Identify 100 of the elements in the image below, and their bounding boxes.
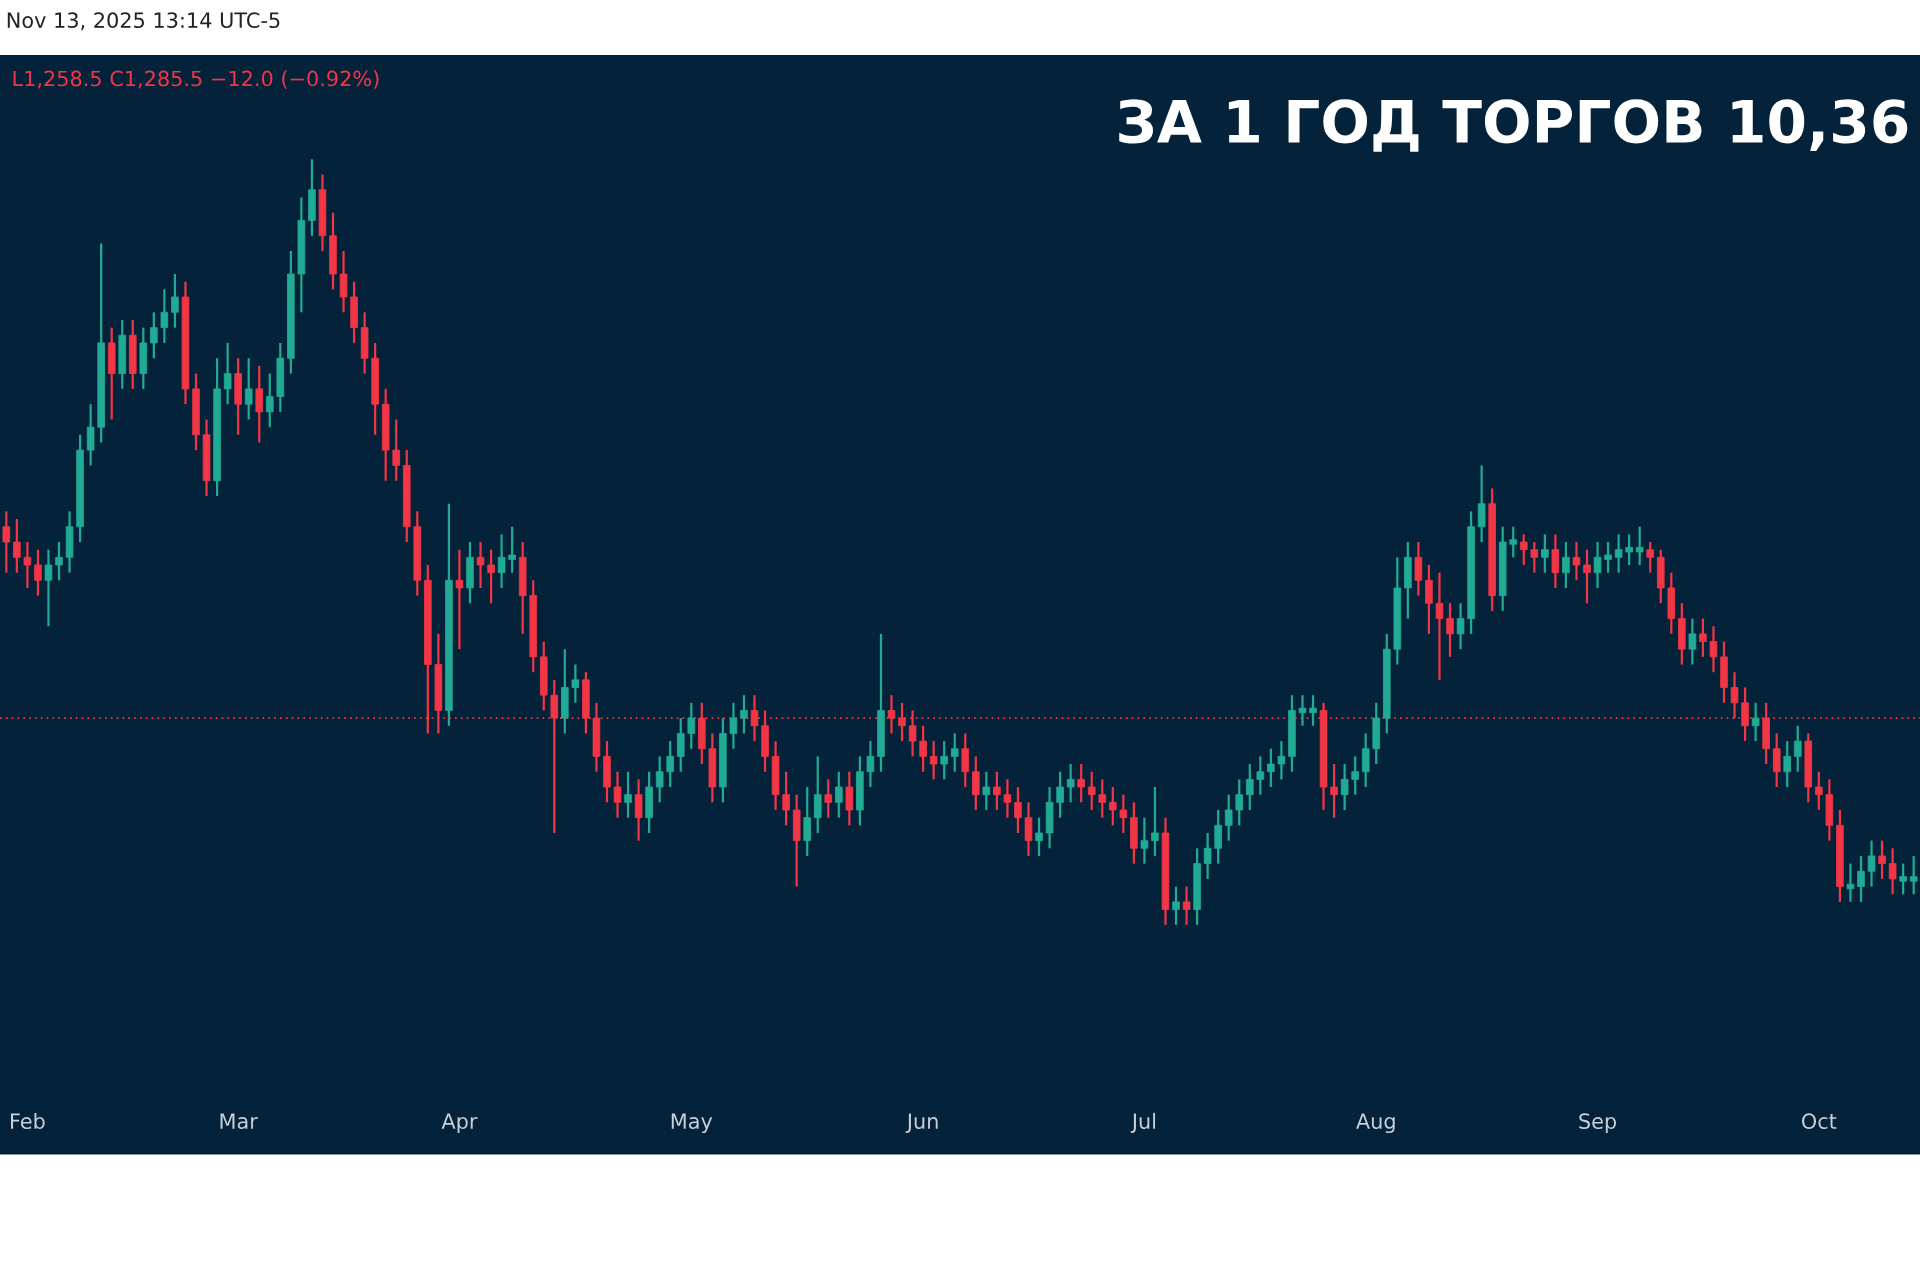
candlestick bbox=[1203, 831, 1212, 881]
text: Nov 13, 2025 13:14 UTC-5 bbox=[7, 12, 280, 31]
candlestick bbox=[265, 372, 274, 429]
x-tick-label: Mar bbox=[220, 1113, 258, 1130]
candlestick bbox=[1003, 778, 1012, 819]
candlestick bbox=[571, 663, 580, 704]
x-tick-label: Aug bbox=[1356, 1113, 1395, 1134]
candlestick bbox=[624, 770, 632, 819]
candlestick bbox=[497, 533, 506, 590]
candlestick bbox=[1878, 839, 1886, 881]
candlestick bbox=[1635, 525, 1644, 567]
candlestick bbox=[1267, 747, 1275, 789]
candlestick bbox=[740, 694, 748, 735]
candlestick bbox=[244, 357, 253, 421]
candlestick bbox=[150, 311, 158, 360]
candlestick bbox=[508, 525, 516, 574]
candlestick bbox=[687, 701, 696, 750]
candlestick bbox=[929, 739, 938, 781]
candlestick bbox=[1140, 816, 1149, 865]
x-tick-label: Feb bbox=[11, 1112, 45, 1130]
candlestick bbox=[655, 755, 664, 804]
candlestick bbox=[1246, 762, 1254, 812]
candlestick bbox=[1846, 862, 1855, 903]
candlestick bbox=[613, 770, 622, 819]
candlestick bbox=[961, 732, 970, 789]
candlestick bbox=[86, 403, 95, 467]
candlestick bbox=[1509, 525, 1518, 559]
candlestick bbox=[1772, 732, 1781, 789]
candlestick bbox=[44, 548, 53, 628]
candlestick bbox=[919, 724, 927, 773]
candlestick bbox=[1783, 739, 1792, 789]
candlestick bbox=[171, 272, 179, 329]
candlestick bbox=[1699, 617, 1707, 658]
candlestick bbox=[1625, 533, 1633, 567]
candlestick bbox=[1119, 793, 1128, 835]
candlestick bbox=[1340, 762, 1349, 812]
candlestick bbox=[476, 540, 485, 590]
candlestick bbox=[487, 548, 495, 605]
candlestick bbox=[1477, 464, 1486, 544]
candlestick bbox=[1751, 701, 1760, 743]
candlestick bbox=[223, 341, 232, 406]
candlestick bbox=[982, 770, 991, 812]
candlestick bbox=[1646, 540, 1655, 574]
candlestick bbox=[866, 739, 875, 789]
candlestick bbox=[1709, 625, 1718, 674]
x-tick-label: Oct bbox=[1801, 1113, 1837, 1130]
candlestick bbox=[255, 364, 264, 444]
candlestick bbox=[1077, 762, 1085, 804]
chart-title: ЗА 1 ГОД ТОРГОВ 10,36 bbox=[1119, 99, 1908, 152]
candlestick bbox=[993, 770, 1001, 812]
candlestick bbox=[1014, 785, 1022, 835]
candlestick bbox=[23, 540, 32, 590]
candlestick bbox=[782, 770, 790, 827]
candlestick bbox=[1182, 885, 1191, 926]
candlestick bbox=[803, 785, 811, 858]
candlestick bbox=[1361, 732, 1370, 789]
candlestick bbox=[898, 701, 906, 743]
candlestick bbox=[455, 548, 464, 651]
candlestick bbox=[972, 755, 980, 812]
candlestick bbox=[1066, 762, 1075, 804]
candlestick bbox=[1435, 571, 1444, 681]
candlestick bbox=[1593, 540, 1602, 590]
candlestick bbox=[339, 249, 348, 314]
candlestick bbox=[845, 770, 854, 827]
candlestick bbox=[676, 717, 685, 773]
candlestick bbox=[1909, 854, 1918, 896]
candlestick bbox=[887, 694, 896, 735]
text: L1,258.5 C1,285.5 −12.0 (−0.92%) bbox=[13, 70, 379, 89]
candlestick bbox=[1298, 694, 1307, 727]
candlestick bbox=[1867, 839, 1876, 888]
candlestick bbox=[1224, 793, 1233, 842]
candlestick bbox=[1530, 540, 1539, 574]
candlestick bbox=[2, 510, 11, 574]
candlestick bbox=[1109, 785, 1117, 827]
candlestick bbox=[1277, 739, 1286, 781]
candlestick bbox=[1351, 755, 1359, 796]
candlestick bbox=[950, 732, 959, 773]
candlestick bbox=[1056, 770, 1064, 819]
candlestick bbox=[1583, 548, 1591, 605]
candlestick bbox=[1256, 755, 1265, 796]
candlestick bbox=[1604, 540, 1612, 574]
candlestick bbox=[1793, 724, 1802, 773]
candlestick bbox=[1551, 533, 1560, 590]
candlestick bbox=[1098, 778, 1107, 819]
candlestick bbox=[1151, 785, 1159, 858]
candlestick bbox=[1425, 563, 1433, 636]
x-tick-label: May bbox=[671, 1113, 713, 1134]
candlestick bbox=[1888, 847, 1897, 896]
x-tick-label: Sep bbox=[1579, 1113, 1617, 1134]
candlestick bbox=[55, 540, 63, 582]
candlestick bbox=[1572, 540, 1581, 582]
candlestick bbox=[1035, 816, 1043, 858]
candlestick bbox=[1446, 602, 1454, 658]
candlestick bbox=[1330, 762, 1338, 819]
candlestick bbox=[160, 288, 169, 345]
candlestick bbox=[813, 755, 822, 835]
candlestick bbox=[13, 517, 21, 574]
candlestick bbox=[1456, 602, 1465, 651]
candlestick bbox=[666, 739, 674, 789]
candlestick bbox=[824, 778, 833, 819]
